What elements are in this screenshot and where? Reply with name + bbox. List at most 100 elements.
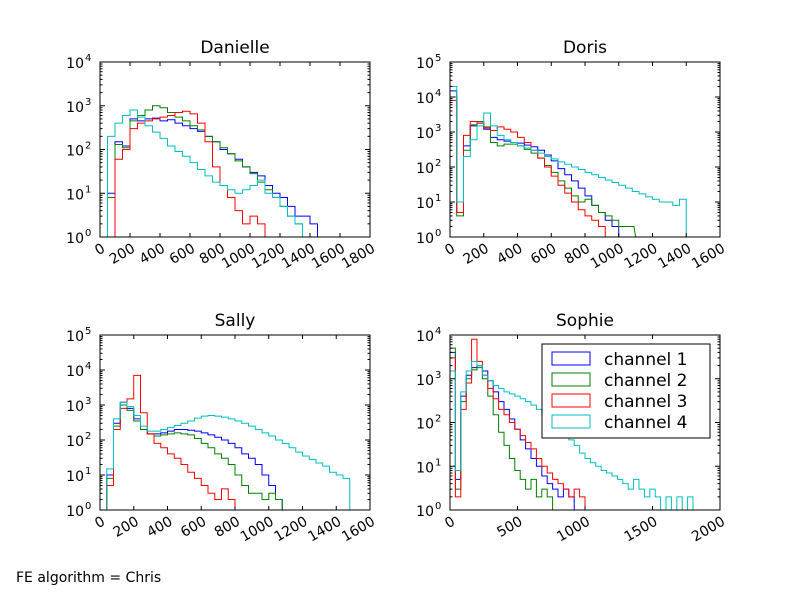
legend-label: channel 2 — [604, 371, 688, 391]
x-tick-label: 0 — [442, 241, 458, 259]
y-tick-label: 10 — [416, 460, 434, 476]
subplot-title: Sally — [215, 311, 256, 331]
legend-swatch-channel-2 — [551, 372, 591, 387]
y-tick-exponent: 4 — [435, 88, 441, 99]
y-tick-label: 10 — [416, 196, 434, 212]
x-tick-label: 200 — [461, 241, 492, 268]
series-channel-4 — [450, 85, 693, 237]
x-tick-label: 600 — [178, 514, 209, 541]
y-tick-exponent: 1 — [85, 466, 91, 477]
x-tick-label: 1600 — [689, 241, 728, 273]
series-channel-4 — [100, 401, 351, 510]
x-tick-label: 1500 — [622, 514, 661, 546]
y-tick-label: 10 — [66, 144, 84, 160]
y-tick-label: 10 — [66, 399, 84, 415]
y-tick-exponent: 1 — [85, 184, 91, 195]
y-tick-exponent: 0 — [435, 501, 441, 512]
y-tick-exponent: 1 — [435, 457, 441, 468]
legend-swatch-channel-1 — [551, 351, 591, 366]
series-channel-3 — [450, 99, 612, 237]
y-tick-label: 10 — [66, 100, 84, 116]
y-tick-label: 10 — [416, 231, 434, 247]
x-tick-label: 1000 — [588, 241, 627, 273]
y-tick-exponent: 3 — [435, 123, 441, 134]
series-channel-4 — [100, 109, 318, 237]
y-tick-exponent: 3 — [85, 97, 91, 108]
series-channel-1 — [100, 401, 289, 510]
x-tick-label: 1200 — [622, 241, 661, 273]
legend-swatch-channel-4 — [551, 414, 591, 429]
y-tick-label: 10 — [66, 469, 84, 485]
x-tick-label: 0 — [92, 241, 108, 259]
y-tick-exponent: 4 — [85, 361, 91, 372]
y-tick-label: 10 — [416, 373, 434, 389]
y-tick-exponent: 2 — [85, 141, 91, 152]
series-channel-1 — [450, 90, 626, 237]
footer-algorithm-label: FE algorithm = Chris — [16, 570, 162, 586]
y-tick-label: 10 — [66, 329, 84, 345]
series-channel-3 — [100, 110, 273, 237]
subplot-danielle: Danielle02004006008001000120014001600180… — [66, 38, 378, 272]
y-tick-exponent: 0 — [435, 228, 441, 239]
series-group — [450, 85, 693, 237]
x-tick-label: 1800 — [339, 241, 378, 273]
x-tick-label: 0 — [92, 514, 108, 532]
x-tick-label: 1400 — [305, 514, 344, 546]
x-tick-label: 400 — [144, 514, 175, 541]
y-tick-label: 10 — [416, 504, 434, 520]
x-tick-label: 400 — [494, 241, 525, 268]
x-tick-label: 200 — [111, 514, 142, 541]
series-group — [450, 338, 699, 510]
legend-label: channel 1 — [604, 350, 688, 370]
subplot-title: Danielle — [200, 38, 269, 58]
subplot-title: Sophie — [556, 311, 614, 331]
x-tick-label: 0 — [442, 514, 458, 532]
legend-label: channel 3 — [604, 392, 688, 412]
y-tick-exponent: 4 — [85, 53, 91, 64]
y-tick-exponent: 4 — [435, 326, 441, 337]
y-tick-exponent: 5 — [85, 326, 91, 337]
legend-box — [541, 343, 711, 439]
x-tick-label: 800 — [212, 514, 243, 541]
x-tick-label: 2000 — [689, 514, 728, 546]
y-tick-label: 10 — [66, 56, 84, 72]
legend-swatch-channel-3 — [551, 393, 591, 408]
y-tick-label: 10 — [416, 91, 434, 107]
y-tick-label: 10 — [66, 187, 84, 203]
y-tick-exponent: 0 — [85, 501, 91, 512]
x-tick-label: 800 — [562, 241, 593, 268]
series-channel-3 — [100, 374, 242, 510]
y-tick-label: 10 — [416, 126, 434, 142]
x-tick-label: 500 — [494, 514, 525, 541]
y-tick-label: 10 — [66, 434, 84, 450]
subplot-title: Doris — [563, 38, 607, 58]
y-tick-label: 10 — [66, 231, 84, 247]
x-tick-label: 400 — [137, 241, 168, 268]
legend-label: channel 4 — [604, 413, 688, 433]
series-group — [100, 105, 325, 237]
y-tick-exponent: 1 — [435, 193, 441, 204]
x-tick-label: 200 — [107, 241, 138, 268]
series-group — [100, 374, 351, 510]
x-tick-label: 600 — [167, 241, 198, 268]
y-tick-exponent: 2 — [435, 158, 441, 169]
x-tick-label: 1000 — [238, 514, 277, 546]
y-tick-exponent: 2 — [85, 431, 91, 442]
x-tick-label: 1600 — [339, 514, 378, 546]
y-tick-exponent: 3 — [85, 396, 91, 407]
y-tick-exponent: 3 — [435, 370, 441, 381]
series-channel-3 — [450, 338, 591, 510]
y-tick-label: 10 — [416, 161, 434, 177]
x-tick-label: 1400 — [655, 241, 694, 273]
y-tick-exponent: 0 — [85, 228, 91, 239]
series-channel-2 — [100, 105, 318, 237]
x-tick-label: 600 — [528, 241, 559, 268]
y-tick-exponent: 5 — [435, 53, 441, 64]
y-tick-label: 10 — [416, 56, 434, 72]
y-tick-label: 10 — [66, 504, 84, 520]
y-tick-label: 10 — [66, 364, 84, 380]
